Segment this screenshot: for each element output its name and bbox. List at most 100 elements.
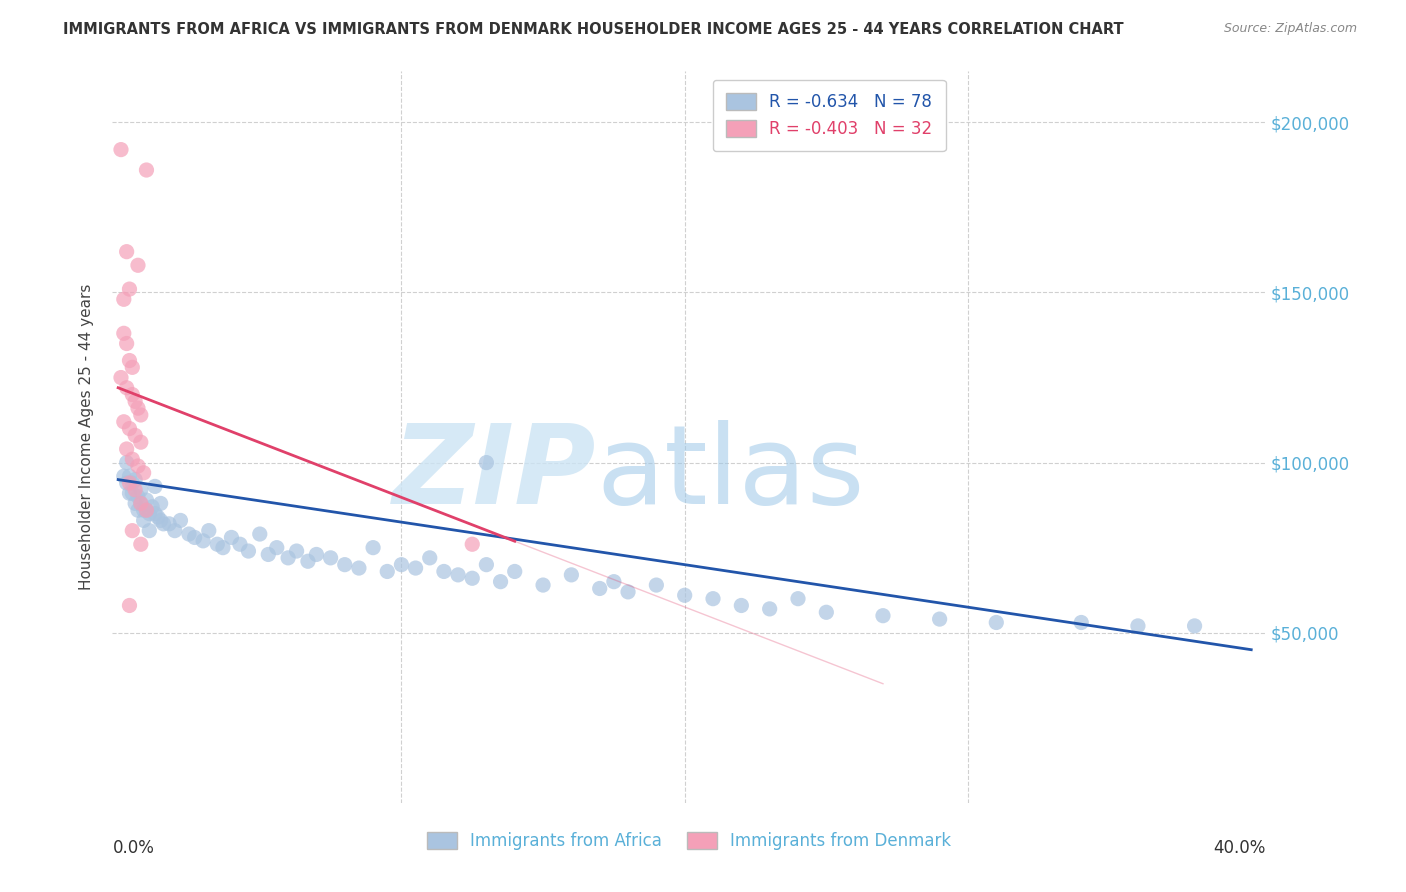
Legend: Immigrants from Africa, Immigrants from Denmark: Immigrants from Africa, Immigrants from … <box>420 825 957 856</box>
Point <box>118 475 141 490</box>
Point <box>121 524 143 538</box>
Point <box>118 353 141 368</box>
Point <box>375 565 398 579</box>
Point <box>118 599 141 613</box>
Point <box>121 360 143 375</box>
Point <box>419 550 441 565</box>
Point <box>617 585 640 599</box>
Point <box>405 561 427 575</box>
Point <box>132 466 155 480</box>
Point <box>110 370 132 384</box>
Point <box>257 548 280 562</box>
Point <box>645 578 668 592</box>
Point <box>305 548 328 562</box>
Point <box>124 473 146 487</box>
Point <box>127 503 149 517</box>
Point <box>702 591 724 606</box>
Point <box>461 537 484 551</box>
Point <box>129 496 152 510</box>
Point <box>589 582 612 596</box>
Point <box>249 527 271 541</box>
Text: atlas: atlas <box>596 420 865 527</box>
Text: ZIP: ZIP <box>394 420 596 527</box>
Point <box>132 503 155 517</box>
Point <box>112 326 135 341</box>
Point <box>603 574 626 589</box>
Point <box>787 591 810 606</box>
Point <box>149 513 172 527</box>
Point <box>115 244 138 259</box>
Point <box>115 336 138 351</box>
Point <box>207 537 229 551</box>
Point <box>135 503 157 517</box>
Point <box>115 456 138 470</box>
Point <box>212 541 235 555</box>
Point <box>129 496 152 510</box>
Point <box>157 516 180 531</box>
Text: Source: ZipAtlas.com: Source: ZipAtlas.com <box>1223 22 1357 36</box>
Point <box>266 541 288 555</box>
Point <box>531 578 554 592</box>
Point <box>110 143 132 157</box>
Text: IMMIGRANTS FROM AFRICA VS IMMIGRANTS FROM DENMARK HOUSEHOLDER INCOME AGES 25 - 4: IMMIGRANTS FROM AFRICA VS IMMIGRANTS FRO… <box>63 22 1123 37</box>
Point <box>115 475 138 490</box>
Point <box>129 537 152 551</box>
Point <box>986 615 1008 630</box>
Point <box>815 605 838 619</box>
Point <box>730 599 752 613</box>
Point <box>238 544 260 558</box>
Point <box>129 408 152 422</box>
Point <box>121 387 143 401</box>
Point <box>177 527 200 541</box>
Point <box>127 401 149 416</box>
Point <box>115 381 138 395</box>
Point <box>135 503 157 517</box>
Point <box>191 533 214 548</box>
Point <box>129 435 152 450</box>
Point <box>121 486 143 500</box>
Point <box>135 163 157 178</box>
Point <box>758 602 780 616</box>
Point <box>333 558 356 572</box>
Point <box>183 531 205 545</box>
Point <box>118 469 141 483</box>
Point <box>118 282 141 296</box>
Point <box>277 550 299 565</box>
Point <box>1126 619 1149 633</box>
Point <box>124 394 146 409</box>
Text: 0.0%: 0.0% <box>112 839 155 857</box>
Point <box>560 567 582 582</box>
Point <box>127 490 149 504</box>
Point <box>461 571 484 585</box>
Point <box>361 541 384 555</box>
Point <box>285 544 308 558</box>
Point <box>163 524 186 538</box>
Point <box>112 293 135 307</box>
Point <box>169 513 191 527</box>
Point <box>221 531 243 545</box>
Point <box>121 475 143 490</box>
Point <box>229 537 252 551</box>
Point <box>319 550 342 565</box>
Point <box>129 483 152 497</box>
Point <box>127 458 149 473</box>
Point <box>673 588 696 602</box>
Point <box>489 574 512 589</box>
Point <box>121 452 143 467</box>
Point <box>1184 619 1206 633</box>
Point <box>124 428 146 442</box>
Point <box>146 510 169 524</box>
Point <box>118 486 141 500</box>
Text: 40.0%: 40.0% <box>1213 839 1265 857</box>
Point <box>391 558 413 572</box>
Point <box>872 608 894 623</box>
Point <box>149 496 172 510</box>
Point <box>297 554 319 568</box>
Point <box>141 500 163 514</box>
Point <box>347 561 370 575</box>
Point <box>132 513 155 527</box>
Point <box>928 612 950 626</box>
Point <box>143 479 166 493</box>
Point <box>143 507 166 521</box>
Point <box>127 258 149 272</box>
